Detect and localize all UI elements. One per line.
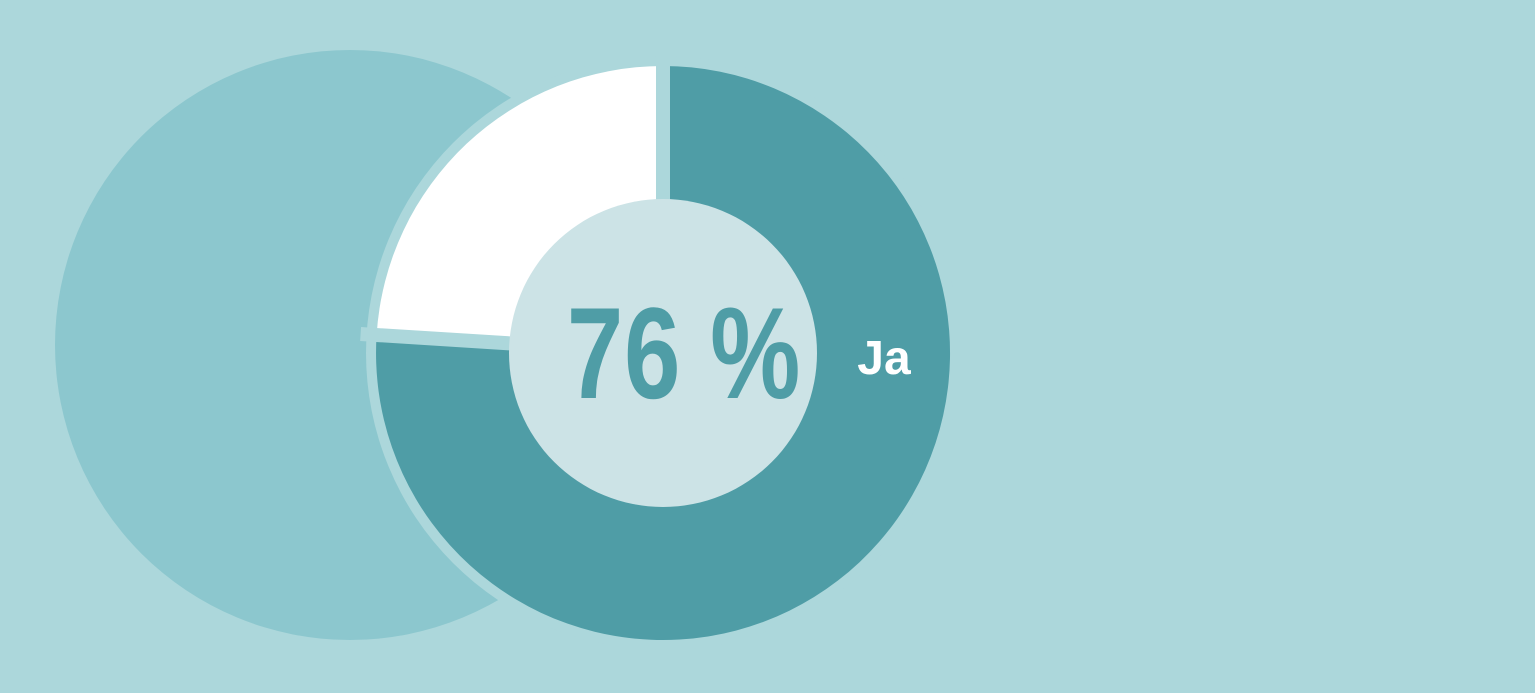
segment-label-ja: Ja xyxy=(857,332,911,385)
percentage-value: 76 % xyxy=(567,280,801,426)
chart-center-circle xyxy=(509,199,817,507)
